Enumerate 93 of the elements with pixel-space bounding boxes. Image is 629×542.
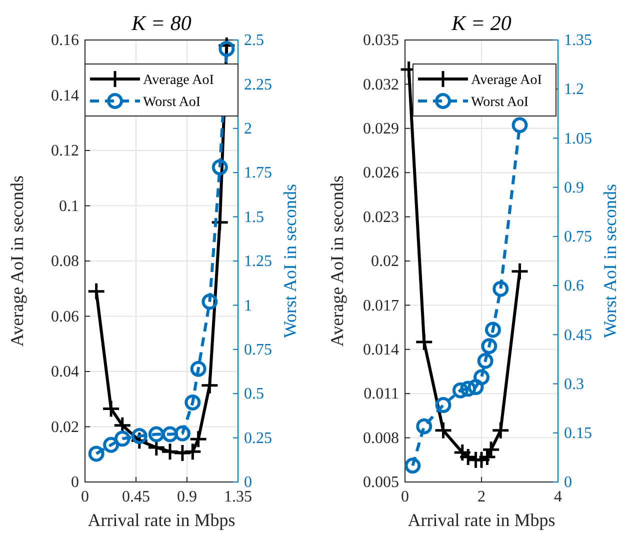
y2-tick-label: 0.3 <box>564 376 584 393</box>
point <box>190 360 206 377</box>
x-tick-label: 0.45 <box>122 488 150 506</box>
y2-tick-label: 0 <box>564 474 572 492</box>
point <box>416 418 432 434</box>
y2-tick-label: 1.35 <box>564 32 592 50</box>
point <box>452 382 468 398</box>
point <box>492 280 509 297</box>
point <box>162 426 178 442</box>
point <box>103 436 120 453</box>
y2-tick-label: 2.25 <box>244 76 272 94</box>
chart-title: K = 80 <box>130 11 192 35</box>
legend-label: Average AoI <box>471 73 542 88</box>
y-axis-title: Average AoI in seconds <box>327 175 347 347</box>
legend-label: Worst AoI <box>471 95 529 110</box>
point <box>212 159 228 176</box>
y-tick-label: 0.16 <box>51 32 79 50</box>
y-tick-label: 0.011 <box>364 386 399 403</box>
legend-label: Average AoI <box>143 73 214 88</box>
point <box>174 425 190 442</box>
point <box>102 400 120 418</box>
point <box>468 379 484 396</box>
y-tick-label: 0 <box>71 474 79 492</box>
y-tick-label: 0.014 <box>363 342 399 359</box>
y-axis-title: Average AoI in seconds <box>7 175 27 347</box>
y-tick-label: 0.12 <box>51 142 79 160</box>
y2-tick-label: 0.45 <box>564 326 592 344</box>
y2-tick-label: 1.05 <box>564 130 592 148</box>
point <box>160 442 180 461</box>
y-tick-label: 0.06 <box>51 308 79 326</box>
point <box>173 444 192 462</box>
point <box>202 294 218 310</box>
point <box>131 428 148 444</box>
point <box>491 421 510 440</box>
y2-tick-label: 0.75 <box>244 342 272 359</box>
x-tick-label: 2 <box>478 488 486 506</box>
y2-axis-title: Worst AoI in seconds <box>280 184 300 338</box>
y-tick-label: 0.14 <box>51 87 79 104</box>
y-tick-label: 0.023 <box>363 208 399 226</box>
y-tick-label: 0.017 <box>363 297 399 314</box>
point <box>87 282 106 301</box>
point <box>148 426 164 442</box>
point <box>414 332 434 352</box>
y2-tick-label: 0.25 <box>244 430 272 447</box>
y2-tick-label: 0.5 <box>244 386 264 403</box>
y-tick-label: 0.02 <box>371 253 399 270</box>
y-tick-label: 0.026 <box>363 164 399 182</box>
y2-tick-label: 2 <box>244 120 252 138</box>
y2-tick-label: 1.2 <box>564 81 584 98</box>
x-tick-label: 4 <box>554 488 562 506</box>
point <box>460 380 476 397</box>
y2-axis-title: Worst AoI in seconds <box>600 184 620 338</box>
point <box>435 397 452 414</box>
point <box>200 376 219 395</box>
y-tick-label: 0.029 <box>363 120 399 138</box>
y2-tick-label: 0.6 <box>564 278 584 295</box>
y2-tick-label: 1 <box>244 297 252 314</box>
chart-title: K = 20 <box>450 11 512 35</box>
x-axis-title: Arrival rate in Mbps <box>88 510 236 530</box>
y2-tick-label: 1.25 <box>244 253 272 270</box>
point <box>114 430 130 447</box>
y-tick-label: 0.032 <box>363 76 399 94</box>
point <box>189 430 208 448</box>
y2-tick-label: 1.75 <box>244 164 272 182</box>
y2-tick-label: 1.5 <box>244 208 264 226</box>
point <box>404 458 421 474</box>
legend-label: Worst AoI <box>143 95 201 110</box>
point <box>210 213 230 232</box>
point <box>477 352 494 369</box>
x-tick-label: 0.9 <box>177 488 197 506</box>
y-tick-label: 0.035 <box>363 32 399 50</box>
point <box>184 394 201 410</box>
y2-tick-label: 0.9 <box>564 179 584 196</box>
y-tick-label: 0.08 <box>51 253 79 270</box>
y2-tick-label: 2.5 <box>244 32 264 50</box>
y-tick-label: 0.04 <box>51 364 79 381</box>
y-tick-label: 0.1 <box>59 198 79 215</box>
point <box>218 40 235 57</box>
point <box>472 450 491 470</box>
point <box>512 117 528 134</box>
point <box>183 442 202 461</box>
point <box>481 338 498 354</box>
point <box>474 369 490 386</box>
y2-tick-label: 0.15 <box>564 425 592 442</box>
x-axis-title: Arrival rate in Mbps <box>408 510 556 530</box>
y-tick-label: 0.02 <box>51 418 79 436</box>
y-tick-label: 0.005 <box>363 474 399 492</box>
point <box>88 446 104 462</box>
point <box>484 322 501 338</box>
point <box>434 421 452 440</box>
point <box>510 262 529 281</box>
y-tick-label: 0.008 <box>363 430 399 447</box>
y2-tick-label: 0.75 <box>564 228 592 246</box>
